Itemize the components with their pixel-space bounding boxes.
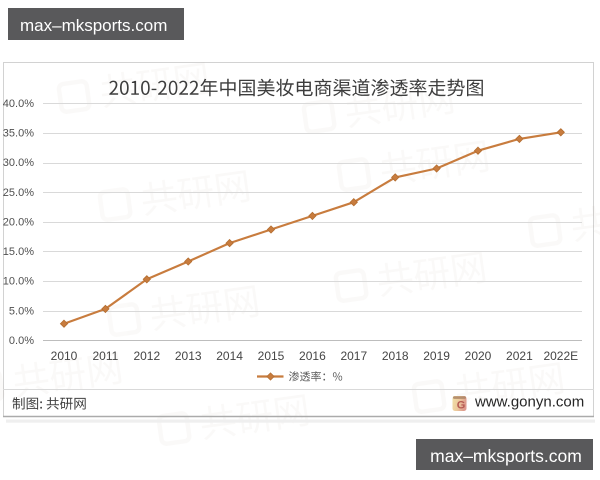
svg-text:2016: 2016 <box>299 349 326 363</box>
svg-text:G: G <box>457 400 466 412</box>
svg-text:15.0%: 15.0% <box>3 246 34 258</box>
svg-text:2020: 2020 <box>465 349 492 363</box>
svg-text:2011: 2011 <box>92 349 118 363</box>
svg-text:5.0%: 5.0% <box>9 305 34 317</box>
svg-text:2010: 2010 <box>51 349 78 363</box>
svg-text:2013: 2013 <box>175 349 202 363</box>
svg-text:25.0%: 25.0% <box>3 187 34 199</box>
svg-text:2022E: 2022E <box>543 349 578 363</box>
svg-text:0.0%: 0.0% <box>9 335 34 347</box>
svg-text:2014: 2014 <box>216 349 243 363</box>
svg-text:2012: 2012 <box>133 349 160 363</box>
svg-text:20.0%: 20.0% <box>3 216 34 228</box>
svg-text:2015: 2015 <box>258 349 285 363</box>
svg-text:40.0%: 40.0% <box>3 98 34 110</box>
svg-text:30.0%: 30.0% <box>3 157 34 169</box>
svg-text:2021: 2021 <box>506 349 533 363</box>
svg-text:35.0%: 35.0% <box>3 128 34 140</box>
svg-text:www.gonyn.com: www.gonyn.com <box>474 394 584 411</box>
svg-text:2019: 2019 <box>423 349 450 363</box>
svg-text:10.0%: 10.0% <box>3 276 34 288</box>
svg-text:2018: 2018 <box>382 349 409 363</box>
svg-text:2017: 2017 <box>340 349 367 363</box>
